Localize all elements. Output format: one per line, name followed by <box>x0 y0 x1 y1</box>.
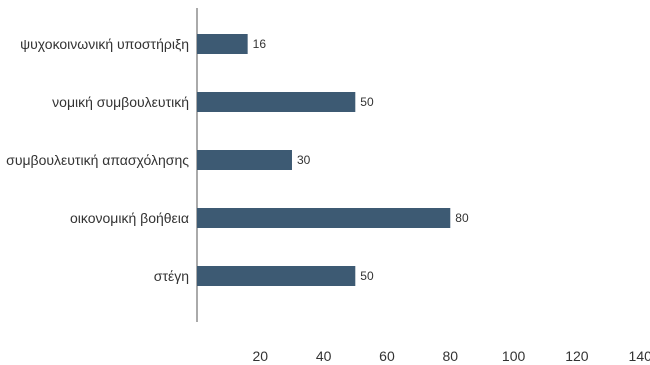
x-tick-label: 60 <box>379 348 395 364</box>
x-tick-label: 40 <box>316 348 332 364</box>
category-label: ψυχοκοινωνική υποστήριξη <box>20 36 189 52</box>
data-label: 30 <box>297 153 311 167</box>
category-label: νομική συμβουλευτική <box>52 94 189 110</box>
bars-layer <box>197 34 451 286</box>
bar <box>197 92 356 112</box>
x-tick-label: 100 <box>502 348 526 364</box>
category-label: στέγη <box>154 268 189 284</box>
x-tick-label: 120 <box>565 348 589 364</box>
x-tick-label: 20 <box>253 348 269 364</box>
data-label: 80 <box>455 211 469 225</box>
bar <box>197 34 248 54</box>
category-label: συμβουλευτική απασχόλησης <box>6 152 189 168</box>
bar <box>197 150 292 170</box>
x-axis-tick-labels: 20 40 60 80 100 120 140 <box>253 348 650 364</box>
x-tick-label: 140 <box>629 348 650 364</box>
data-labels: 16 50 30 80 50 <box>253 37 469 283</box>
bar <box>197 208 451 228</box>
data-label: 50 <box>360 269 374 283</box>
data-label: 50 <box>360 95 374 109</box>
data-label: 16 <box>253 37 267 51</box>
bar <box>197 266 356 286</box>
category-label: οικονομική βοήθεια <box>70 210 189 226</box>
category-labels: ψυχοκοινωνική υποστήριξη νομική συμβουλευ… <box>6 36 189 284</box>
x-tick-label: 80 <box>442 348 458 364</box>
